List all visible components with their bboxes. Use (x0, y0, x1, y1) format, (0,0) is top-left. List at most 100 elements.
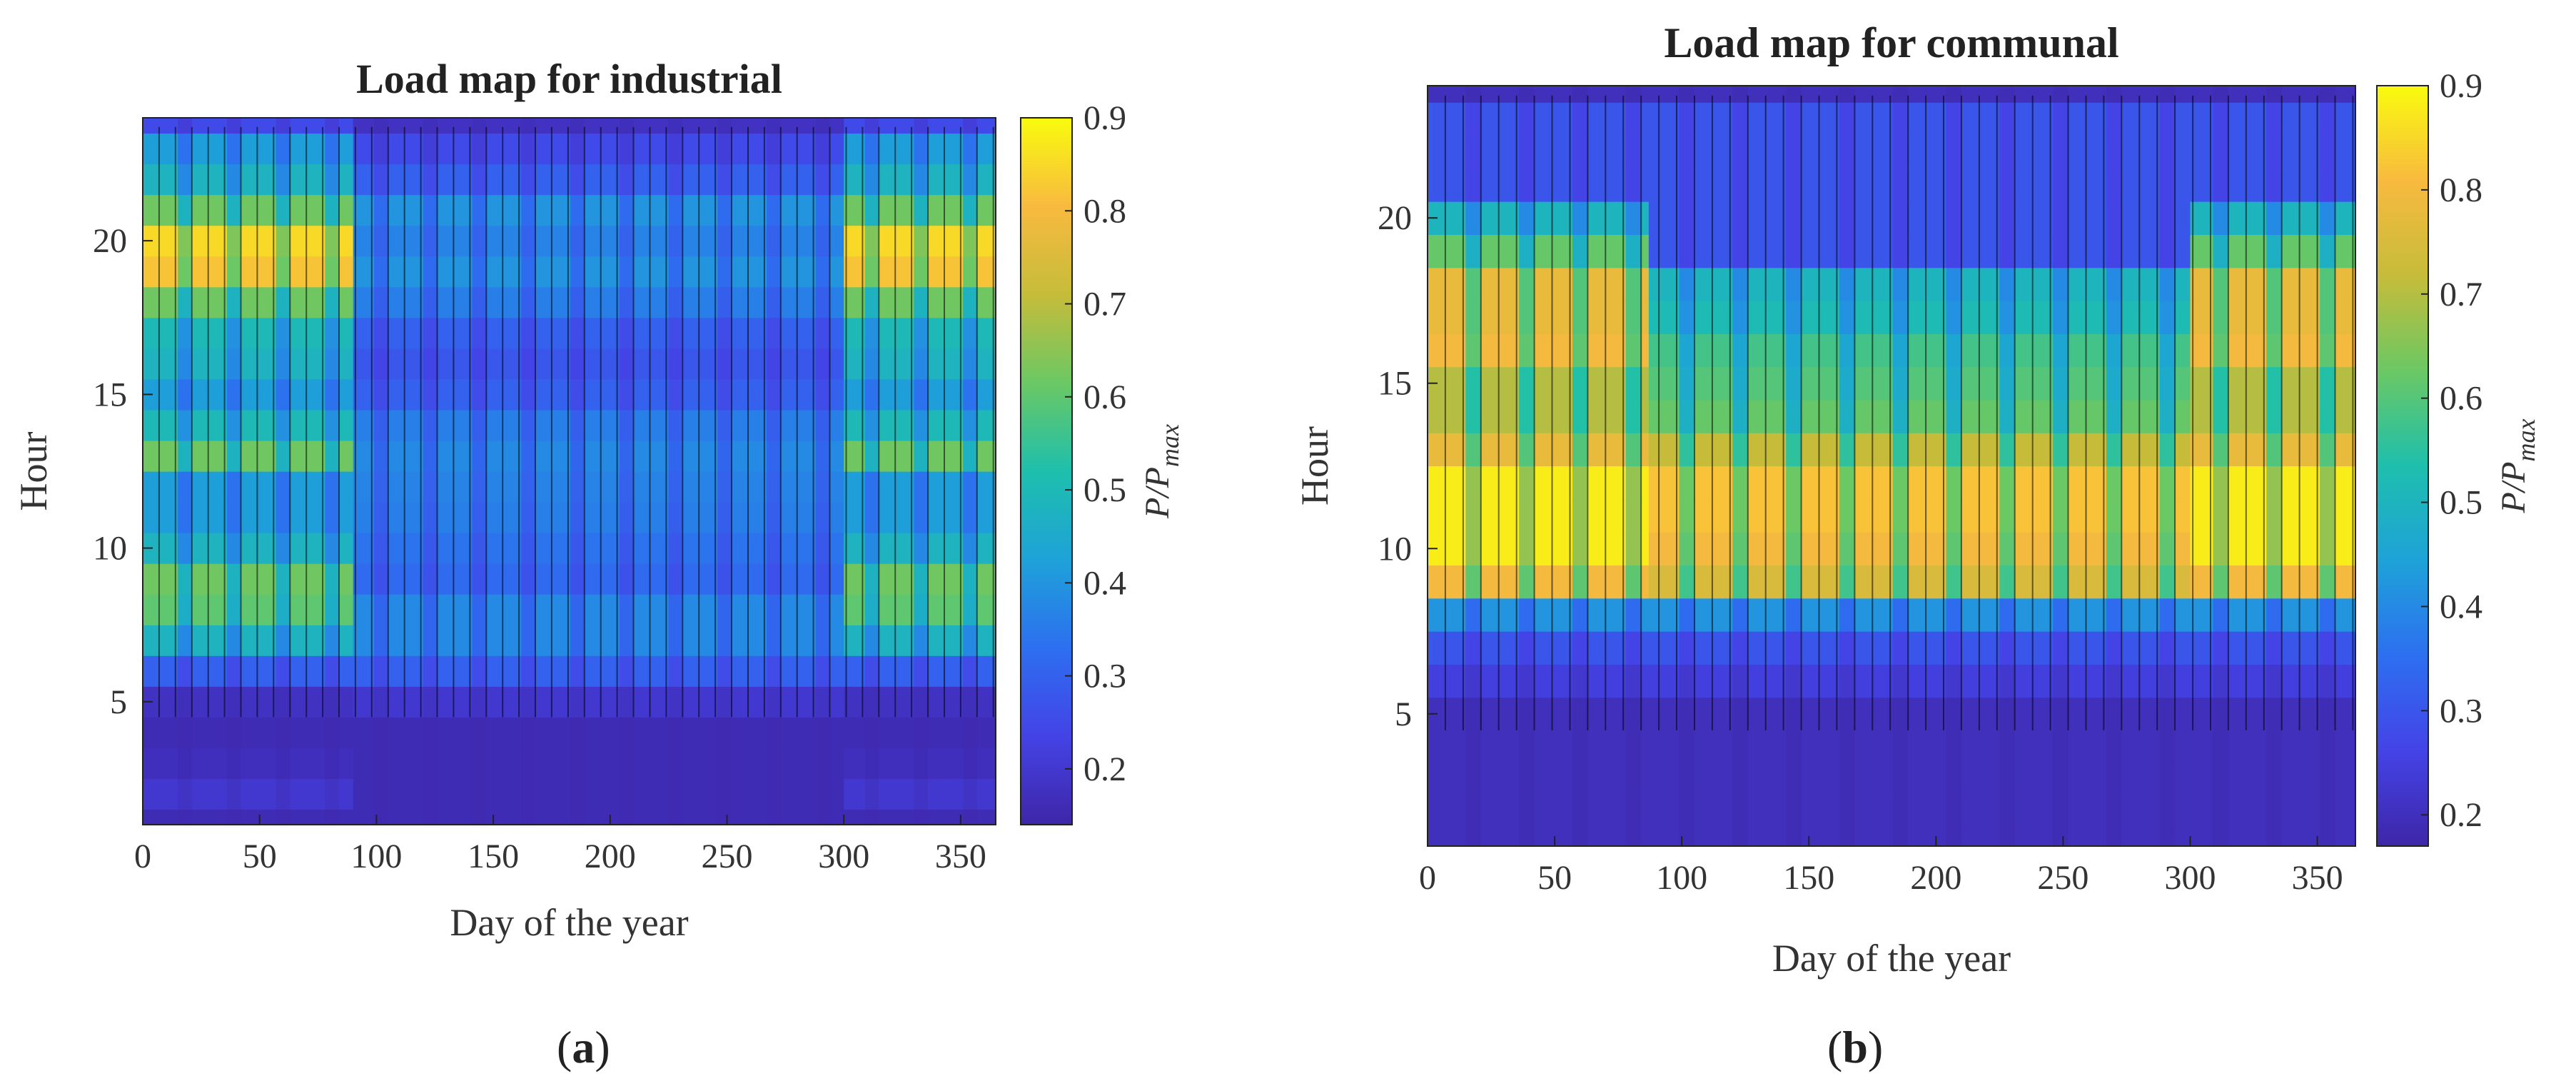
heatmap-cell (1526, 301, 1535, 334)
heatmap-cell (970, 164, 978, 196)
heatmap-cell (724, 409, 732, 441)
heatmap-cell (1473, 763, 1482, 798)
heatmap-cell (1801, 796, 1809, 830)
heatmap-cell (1656, 763, 1665, 798)
heatmap-cell (1770, 102, 1779, 136)
heatmap-cell (1450, 829, 1459, 847)
heatmap-cell (1938, 730, 1947, 764)
heatmap-cell (493, 317, 501, 349)
heatmap-cell (2007, 433, 2016, 467)
heatmap-cell (2037, 168, 2046, 202)
heatmap-cell (1832, 86, 1840, 103)
heatmap-cell (213, 686, 221, 718)
heatmap-cell (1580, 267, 1588, 301)
heatmap-cell (956, 256, 964, 288)
heatmap-cell (493, 194, 501, 226)
heatmap-cell (458, 809, 466, 825)
heatmap-cell (914, 317, 921, 349)
heatmap-cell (690, 317, 697, 349)
heatmap-cell (752, 256, 760, 288)
heatmap-cell (1923, 399, 1931, 433)
heatmap-cell (1511, 433, 1520, 467)
heatmap-cell (542, 348, 550, 380)
heatmap-cell (395, 378, 403, 411)
heatmap-cell (318, 717, 325, 748)
heatmap-cell (149, 164, 158, 196)
heatmap-cell (956, 533, 964, 564)
heatmap-cell (1580, 498, 1588, 533)
heatmap-cell (787, 748, 795, 779)
heatmap-cell (1625, 102, 1635, 136)
heatmap-cell (1694, 565, 1703, 599)
heatmap-cell (738, 809, 747, 825)
heatmap-cell (1656, 366, 1665, 401)
heatmap-cell (268, 655, 277, 687)
heatmap-cell (941, 286, 950, 318)
heatmap-cell (1854, 102, 1863, 136)
heatmap-cell (500, 409, 508, 441)
heatmap-cell (332, 441, 340, 472)
heatmap-cell (1702, 631, 1710, 665)
heatmap-cell (1633, 598, 1642, 632)
heatmap-cell (612, 441, 620, 472)
heatmap-cell (248, 317, 256, 349)
heatmap-cell (774, 133, 782, 165)
heatmap-cell (542, 502, 550, 533)
heatmap-cell (437, 225, 445, 257)
heatmap-cell (535, 225, 543, 257)
heatmap-cell (1747, 565, 1757, 599)
heatmap-cell (1435, 399, 1443, 433)
heatmap-cell (1938, 466, 1947, 500)
heatmap-cell (619, 441, 627, 472)
heatmap-cell (1801, 829, 1809, 847)
heatmap-cell (1976, 796, 1985, 830)
heatmap-cell (514, 625, 522, 656)
heatmap-cell (451, 655, 459, 687)
heatmap-cell (1847, 697, 1855, 731)
heatmap-cell (640, 378, 648, 411)
heatmap-cell (556, 118, 564, 134)
heatmap-cell (892, 717, 901, 748)
heatmap-cell (1709, 267, 1718, 301)
heatmap-cell (703, 686, 712, 718)
heatmap-cell (1618, 763, 1627, 798)
heatmap-cell (949, 717, 956, 748)
heatmap-cell (163, 594, 171, 625)
heatmap-cell (1931, 433, 1939, 467)
heatmap-cell (1847, 829, 1855, 847)
heatmap-cell (528, 133, 536, 165)
heatmap-cell (2030, 102, 2039, 136)
heatmap-cell (388, 194, 396, 226)
heatmap-cell (226, 471, 235, 503)
heatmap-cell (1915, 498, 1924, 533)
heatmap-cell (416, 563, 424, 595)
heatmap-cell (241, 441, 248, 472)
heatmap-cell (892, 225, 901, 257)
heatmap-cell (577, 625, 585, 656)
heatmap-cell (493, 441, 501, 472)
heatmap-cell (1862, 498, 1871, 533)
heatmap-cell (1648, 267, 1657, 301)
heatmap-cell (465, 225, 473, 257)
heatmap-cell (542, 625, 550, 656)
heatmap-cell (521, 748, 529, 779)
heatmap-cell (1664, 829, 1672, 847)
heatmap-cells (1428, 86, 2356, 847)
heatmap-cell (1595, 532, 1604, 565)
heatmap-cell (367, 133, 375, 165)
heatmap-cell (941, 471, 950, 503)
heatmap-cell (829, 625, 837, 656)
heatmap-cell (1854, 466, 1863, 500)
heatmap-cell (1557, 466, 1565, 500)
heatmap-cell (339, 625, 347, 656)
heatmap-cell (486, 409, 494, 441)
heatmap-cell (310, 133, 319, 165)
heatmap-cell (360, 809, 368, 825)
heatmap-cell (956, 409, 964, 441)
heatmap-cell (892, 748, 901, 779)
heatmap-cell (1709, 201, 1718, 235)
heatmap-cell (991, 778, 996, 810)
heatmap-cell (556, 348, 564, 380)
heatmap-cell (1534, 366, 1542, 401)
heatmap-cell (465, 348, 473, 380)
